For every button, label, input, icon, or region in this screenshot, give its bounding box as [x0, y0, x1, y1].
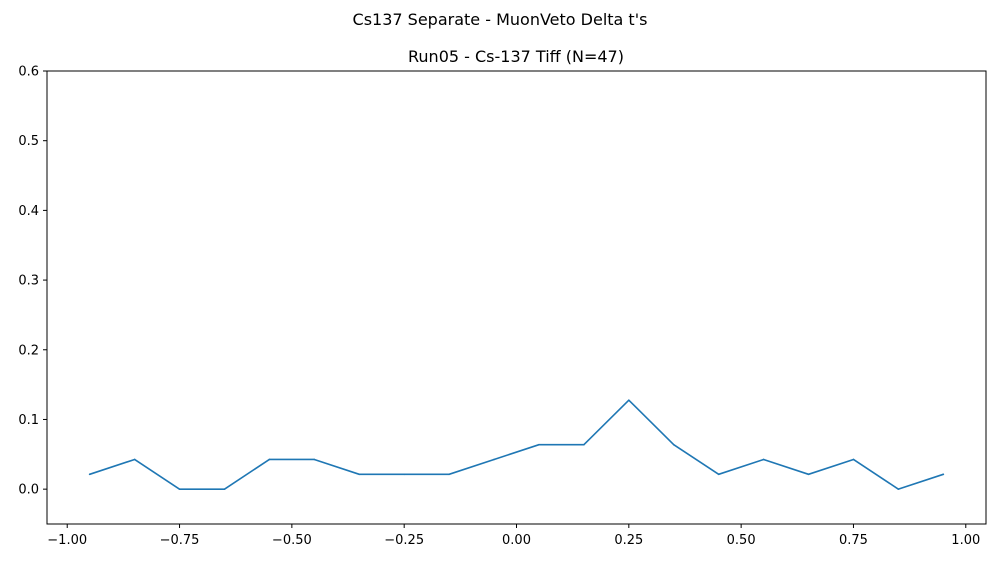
data-point — [88, 473, 91, 476]
y-tick-label: 0.1 — [18, 413, 39, 428]
data-point — [448, 473, 450, 476]
x-tick-label: −1.00 — [47, 533, 87, 548]
data-point — [268, 458, 271, 461]
y-tick-label: 0.2 — [18, 343, 39, 358]
x-tick-label: 0.25 — [614, 533, 643, 548]
data-point — [358, 473, 361, 476]
data-point — [583, 443, 585, 446]
data-point — [133, 458, 136, 461]
x-tick-label: −0.75 — [160, 533, 200, 548]
data-point — [403, 473, 405, 476]
chart-title: Run05 - Cs-137 Tiff (N=47) — [408, 47, 624, 66]
data-point — [493, 458, 495, 461]
data-point — [852, 458, 855, 461]
data-point — [897, 488, 900, 490]
x-tick-label: 0.00 — [502, 533, 531, 548]
data-point — [672, 443, 675, 446]
y-tick-label: 0.5 — [18, 134, 39, 149]
y-tick-label: 0.0 — [18, 483, 39, 498]
data-point — [717, 473, 720, 476]
data-point — [942, 473, 945, 476]
x-tick-label: 1.00 — [951, 533, 980, 548]
data-point — [223, 488, 226, 490]
x-tick-label: −0.25 — [384, 533, 424, 548]
data-point — [538, 443, 540, 446]
x-tick-label: −0.50 — [272, 533, 312, 548]
figure-suptitle: Cs137 Separate - MuonVeto Delta t's — [353, 10, 648, 29]
x-tick-label: 0.50 — [727, 533, 756, 548]
plot-frame — [46, 70, 987, 525]
plot-axes: −1.00 −0.75 −0.50 −0.25 0.00 0.25 0.50 0.75 1.00… — [18, 65, 987, 548]
data-point — [807, 473, 810, 476]
y-tick-label: 0.4 — [18, 204, 39, 219]
y-tick-label: 0.6 — [18, 65, 39, 80]
data-point — [762, 458, 765, 461]
x-tick-label: 0.75 — [839, 533, 868, 548]
y-tick-label: 0.3 — [18, 274, 39, 289]
series-line — [88, 399, 945, 490]
data-point — [628, 399, 630, 401]
data-point — [313, 458, 316, 461]
data-point — [178, 488, 181, 490]
